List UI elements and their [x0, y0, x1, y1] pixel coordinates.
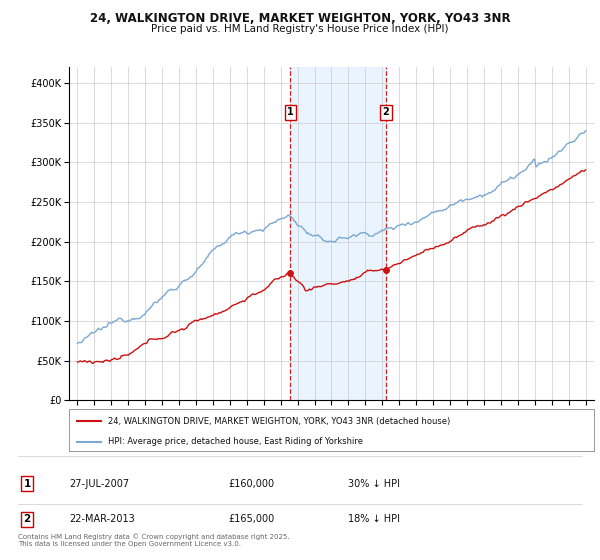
Text: 1: 1: [23, 479, 31, 489]
Text: 2: 2: [383, 107, 389, 117]
Bar: [290, 67, 386, 400]
Text: 27-JUL-2007: 27-JUL-2007: [69, 479, 129, 489]
Text: Contains HM Land Registry data © Crown copyright and database right 2025.
This d: Contains HM Land Registry data © Crown c…: [18, 533, 290, 547]
Text: 18% ↓ HPI: 18% ↓ HPI: [348, 514, 400, 524]
Text: 1: 1: [287, 107, 294, 117]
Text: 22-MAR-2013: 22-MAR-2013: [69, 514, 135, 524]
Text: 24, WALKINGTON DRIVE, MARKET WEIGHTON, YORK, YO43 3NR (detached house): 24, WALKINGTON DRIVE, MARKET WEIGHTON, Y…: [109, 417, 451, 426]
Text: HPI: Average price, detached house, East Riding of Yorkshire: HPI: Average price, detached house, East…: [109, 437, 364, 446]
Text: 30% ↓ HPI: 30% ↓ HPI: [348, 479, 400, 489]
Text: 24, WALKINGTON DRIVE, MARKET WEIGHTON, YORK, YO43 3NR: 24, WALKINGTON DRIVE, MARKET WEIGHTON, Y…: [89, 12, 511, 25]
Text: £160,000: £160,000: [228, 479, 274, 489]
Text: Price paid vs. HM Land Registry's House Price Index (HPI): Price paid vs. HM Land Registry's House …: [151, 24, 449, 34]
Text: 2: 2: [23, 514, 31, 524]
Text: £165,000: £165,000: [228, 514, 274, 524]
